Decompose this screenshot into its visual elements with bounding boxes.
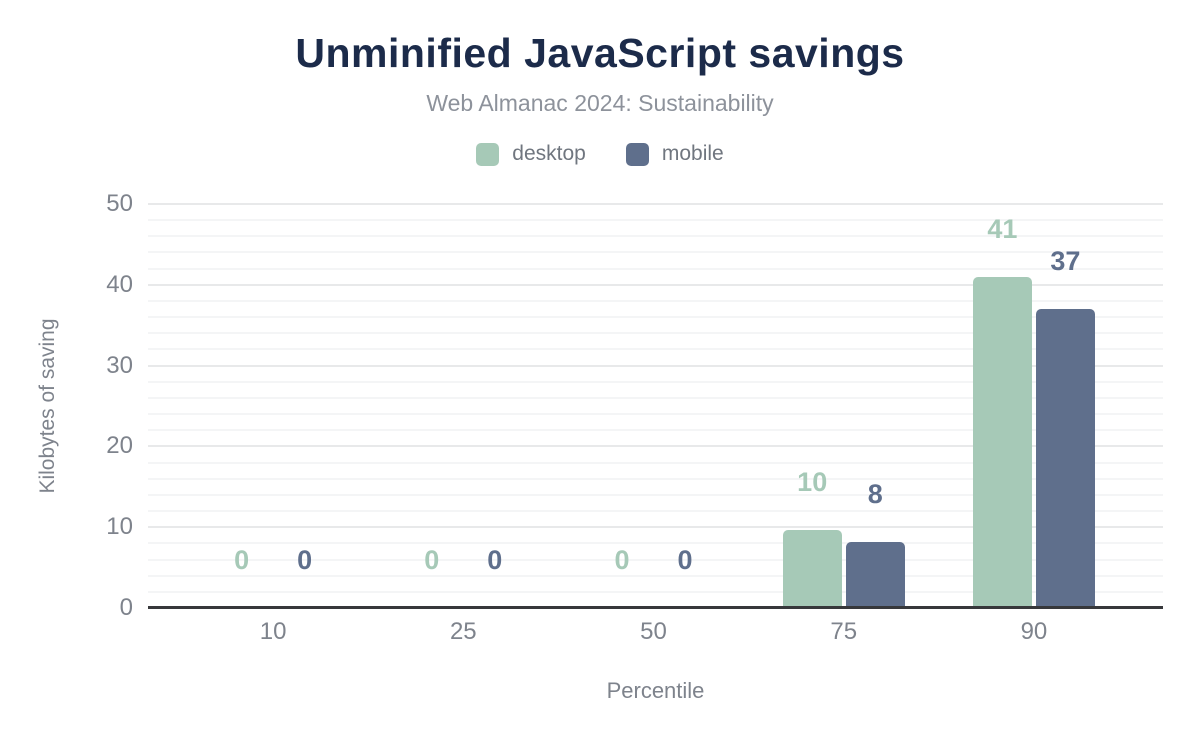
minor-gridline <box>148 477 1163 480</box>
minor-gridline <box>148 299 1163 302</box>
desktop-bar-value-label: 0 <box>234 545 250 575</box>
y-tick-label: 50 <box>106 190 133 217</box>
desktop-bar-value-label: 41 <box>987 213 1018 244</box>
major-gridline <box>148 364 1163 367</box>
chart-subtitle: Web Almanac 2024: Sustainability <box>426 90 774 116</box>
x-tick-label: 25 <box>449 618 477 645</box>
legend-label-desktop: desktop <box>512 142 586 165</box>
y-tick-label: 10 <box>106 513 133 541</box>
x-tick-label: 50 <box>640 618 667 645</box>
mobile-bar-p75[interactable]: 8 <box>845 480 905 608</box>
legend-label-mobile: mobile <box>661 142 724 165</box>
x-tick-label: 10 <box>259 618 287 645</box>
legend-item-desktop[interactable]: desktop <box>476 142 586 166</box>
minor-gridline <box>148 558 1163 561</box>
desktop-bar-value-label: 0 <box>424 545 440 575</box>
desktop-series-swatch-icon <box>476 142 500 166</box>
major-gridline <box>148 526 1163 529</box>
major-gridline <box>148 445 1163 448</box>
y-tick-label: 30 <box>106 351 133 379</box>
minor-gridline <box>148 251 1163 254</box>
minor-gridline <box>148 396 1163 399</box>
minor-gridline <box>148 574 1163 577</box>
mobile-bar-value-label: 0 <box>297 545 313 575</box>
x-tick-label: 75 <box>830 618 858 645</box>
mobile-bar-value-label: 0 <box>487 545 503 575</box>
plot-area: 0 0 10 0 0 25 0 0 50 10 8 75 41 37 90 <box>148 203 1163 646</box>
minor-gridline <box>148 219 1163 222</box>
desktop-bar-value-label: 10 <box>797 466 828 497</box>
mobile-bar-value-label: 37 <box>1050 246 1081 277</box>
major-gridline <box>148 203 1163 205</box>
x-tick-label: 90 <box>1020 618 1048 645</box>
minor-gridline <box>148 348 1163 351</box>
desktop-bar-value-label: 0 <box>614 545 630 575</box>
x-axis-title: Percentile <box>606 678 705 703</box>
x-axis-line <box>148 606 1163 609</box>
y-axis-tick-labels: 0 10 20 30 40 50 <box>0 190 133 621</box>
minor-gridline <box>148 267 1163 270</box>
desktop-bar-p75[interactable]: 10 <box>782 468 842 608</box>
minor-gridline <box>148 235 1163 238</box>
minor-gridline <box>148 461 1163 464</box>
minor-gridline <box>148 332 1163 335</box>
category-group-50: 0 0 50 <box>558 204 748 646</box>
y-tick-label: 40 <box>106 270 133 298</box>
mobile-series-swatch-icon <box>625 142 649 166</box>
minor-gridline <box>148 590 1163 593</box>
category-group-75: 10 8 75 <box>749 204 939 645</box>
chart-title: Unminified JavaScript savings <box>295 30 905 76</box>
legend-item-mobile[interactable]: mobile <box>625 142 724 166</box>
minor-gridline <box>148 380 1163 383</box>
minor-gridline <box>148 510 1163 513</box>
mobile-bar-value-label: 8 <box>867 478 883 509</box>
y-tick-label: 0 <box>119 594 133 621</box>
mobile-bar-value-label: 0 <box>677 545 693 575</box>
minor-gridline <box>148 413 1163 416</box>
major-gridline <box>148 283 1163 286</box>
minor-gridline <box>148 429 1163 432</box>
mobile-bar-p90[interactable]: 37 <box>1035 248 1095 608</box>
category-group-25: 0 0 25 <box>368 204 558 646</box>
y-tick-label: 20 <box>106 432 133 460</box>
minor-gridline <box>148 316 1163 319</box>
bars-region: 0 0 10 0 0 25 0 0 50 10 8 75 41 37 90 <box>178 204 1129 646</box>
category-group-90: 41 37 90 <box>939 204 1129 645</box>
desktop-bar-p90[interactable]: 41 <box>972 215 1032 608</box>
minor-gridline <box>148 493 1163 496</box>
legend: desktop mobile <box>0 142 1200 166</box>
minor-gridline <box>148 542 1163 545</box>
category-group-10: 0 0 10 <box>178 204 368 646</box>
